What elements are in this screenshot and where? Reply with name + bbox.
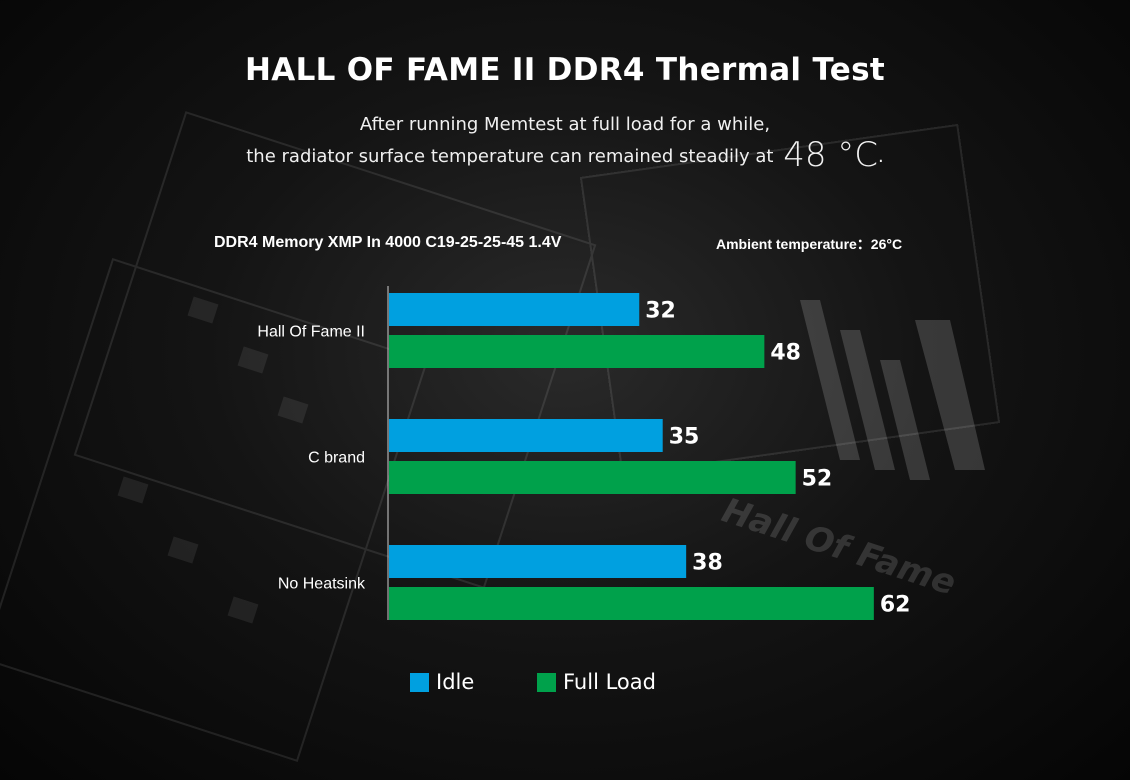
bar-full-load: [389, 335, 765, 368]
subtitle: After running Memtest at full load for a…: [0, 110, 1130, 172]
bar-idle: [389, 293, 640, 326]
data-label-full-load: 52: [802, 467, 833, 492]
data-label-idle: 38: [692, 551, 723, 576]
memory-spec-label: DDR4 Memory XMP In 4000 C19-25-25-45 1.4…: [214, 234, 562, 251]
subtitle-line-2-text: the radiator surface temperature can rem…: [246, 146, 774, 167]
data-label-full-load: 62: [880, 593, 911, 618]
bar-idle: [389, 419, 663, 452]
data-label-idle: 32: [645, 299, 676, 324]
highlight-temperature: 48 °C: [783, 135, 879, 175]
data-label-idle: 35: [669, 425, 700, 450]
category-label: C brand: [308, 450, 365, 467]
bar-idle: [389, 545, 687, 578]
legend-item-idle: Idle: [410, 670, 474, 694]
category-label: Hall Of Fame II: [257, 324, 365, 341]
ambient-temperature-label: Ambient temperature：26°C: [716, 236, 903, 252]
subtitle-line-2: the radiator surface temperature can rem…: [0, 138, 1130, 172]
category-label: No Heatsink: [278, 576, 366, 593]
legend-item-full-load: Full Load: [537, 670, 656, 694]
highlight-suffix: .: [878, 146, 884, 167]
data-label-full-load: 48: [770, 341, 801, 366]
subtitle-line-1: After running Memtest at full load for a…: [359, 114, 771, 135]
bar-full-load: [389, 461, 796, 494]
page-title: HALL OF FAME II DDR4 Thermal Test: [245, 52, 885, 88]
legend-label-full-load: Full Load: [563, 670, 656, 694]
legend-label-idle: Idle: [436, 670, 475, 694]
legend-swatch-idle: [410, 672, 429, 692]
bar-full-load: [389, 587, 874, 620]
legend-swatch-full-load: [537, 672, 556, 692]
